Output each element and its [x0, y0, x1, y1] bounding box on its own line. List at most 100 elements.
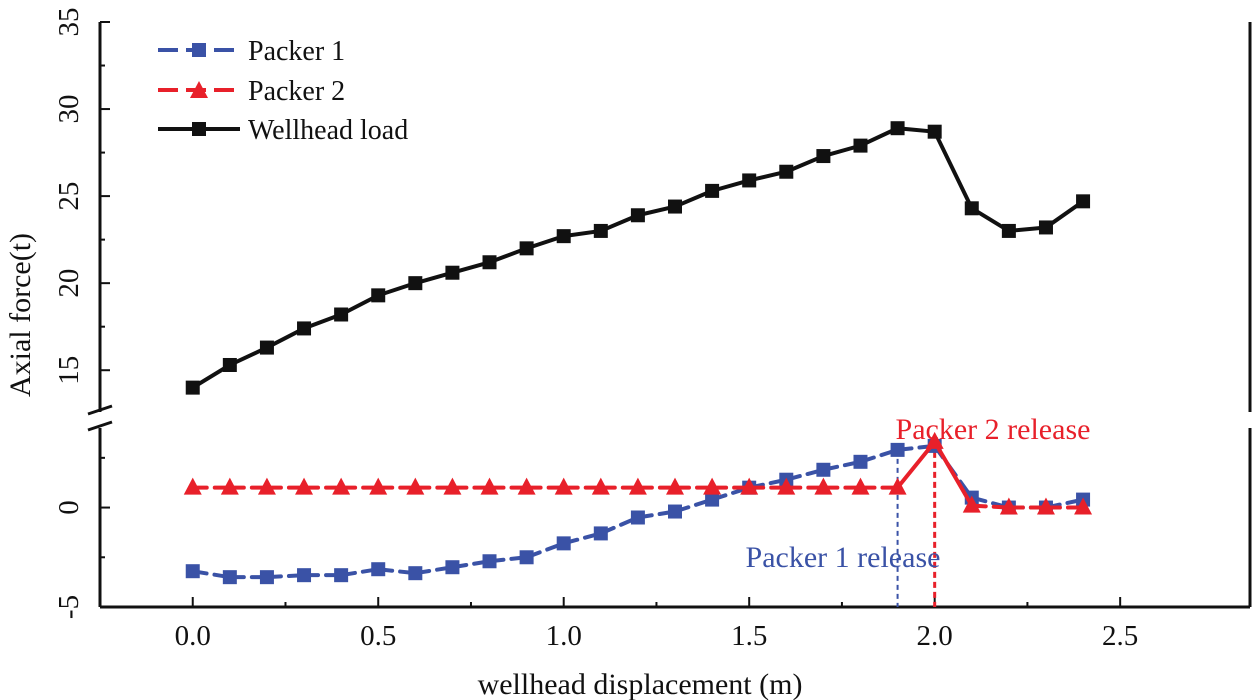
data-point-marker: [1076, 194, 1091, 209]
data-point-marker: [443, 477, 462, 495]
series-line-segment: [932, 129, 974, 211]
data-point-marker: [519, 241, 534, 256]
legend-square-marker: [192, 122, 206, 136]
data-point-marker: [668, 504, 682, 519]
data-point-marker: [925, 431, 944, 449]
data-point-marker: [334, 568, 349, 583]
data-point-marker: [666, 477, 684, 495]
legend-triangle-marker: [190, 81, 208, 98]
data-point-marker: [185, 380, 200, 395]
data-series: [183, 121, 1093, 585]
x-tick-label: 1.5: [731, 620, 767, 652]
data-point-marker: [406, 477, 425, 495]
data-point-marker: [851, 477, 870, 495]
axis-ticks: 0.0 0.5 1.0 1.5 2.0 2.5 15 20 25 30 35 -5 0: [53, 8, 1138, 653]
data-point-marker: [482, 255, 497, 270]
data-point-marker: [630, 208, 645, 223]
data-point-marker: [853, 138, 868, 153]
legend-label: Packer 1: [248, 36, 345, 67]
data-point-marker: [890, 121, 905, 136]
data-point-marker: [295, 477, 314, 495]
legend-item-packer-2: Packer 2: [158, 76, 345, 107]
y-tick-label: -5: [53, 595, 85, 619]
y-tick-label: 25: [53, 182, 85, 211]
y-tick-label: 15: [53, 356, 85, 385]
data-point-marker: [222, 357, 237, 372]
x-tick-label: 0.5: [360, 620, 396, 652]
data-point-marker: [371, 288, 386, 303]
data-point-marker: [816, 462, 831, 477]
y-tick-label: 30: [53, 95, 85, 124]
data-point-marker: [630, 510, 645, 525]
data-point-marker: [814, 477, 833, 495]
legend-square-marker: [192, 43, 206, 57]
data-point-marker: [408, 276, 423, 291]
data-point-marker: [668, 199, 682, 214]
data-point-marker: [593, 526, 608, 541]
plot-frame: [87, 22, 1252, 609]
data-point-marker: [740, 477, 759, 495]
data-point-marker: [703, 477, 722, 495]
data-point-marker: [222, 570, 237, 585]
data-point-marker: [259, 340, 274, 355]
data-point-marker: [480, 477, 499, 495]
y-tick-label: 0: [53, 500, 85, 515]
release-guides: [896, 441, 937, 607]
axis-break-mark: [87, 404, 113, 416]
data-point-marker: [334, 307, 349, 322]
series-line-segment: [932, 439, 974, 508]
series-line-segment: [895, 439, 937, 490]
data-point-marker: [705, 492, 720, 507]
y-tick-label: 20: [53, 269, 85, 298]
data-point-marker: [556, 229, 571, 244]
data-point-marker: [369, 477, 388, 495]
legend-label: Packer 2: [248, 76, 345, 107]
data-point-marker: [220, 477, 239, 495]
data-point-marker: [777, 477, 796, 495]
data-point-marker: [297, 321, 312, 336]
y-axis-label: Axial force(t): [4, 233, 37, 397]
data-point-marker: [593, 223, 608, 238]
data-point-marker: [445, 560, 460, 575]
data-point-marker: [554, 477, 573, 495]
data-point-marker: [816, 149, 831, 164]
packer-1-release-annotation: Packer 1 release: [746, 541, 941, 574]
legend-label: Wellhead load: [248, 115, 408, 146]
legend-item-packer-1: Packer 1: [158, 36, 345, 67]
data-point-marker: [628, 477, 647, 495]
x-tick-label: 0.0: [175, 620, 211, 652]
data-point-marker: [927, 124, 942, 139]
data-point-marker: [1074, 497, 1093, 515]
data-point-marker: [482, 554, 497, 569]
data-point-marker: [297, 568, 312, 583]
series-packer-1: [185, 438, 1091, 585]
legend: Packer 1 Packer 2 Wellhead load: [158, 36, 408, 146]
data-point-marker: [185, 564, 200, 579]
data-point-marker: [962, 495, 981, 513]
x-axis-label: wellhead displacement (m): [478, 668, 803, 700]
data-point-marker: [591, 477, 610, 495]
data-point-marker: [445, 265, 460, 280]
data-point-marker: [888, 477, 907, 495]
x-tick-label: 2.5: [1102, 620, 1138, 652]
x-tick-label: 2.0: [917, 620, 953, 652]
data-point-marker: [1038, 220, 1053, 235]
data-point-marker: [890, 442, 905, 457]
data-point-marker: [257, 477, 276, 495]
y-tick-label: 35: [53, 8, 85, 37]
data-point-marker: [742, 173, 757, 188]
series-line-segment: [969, 503, 1011, 510]
data-point-marker: [183, 477, 202, 495]
data-point-marker: [1001, 223, 1016, 238]
data-point-marker: [519, 550, 534, 565]
series-wellhead-load: [185, 121, 1091, 395]
data-point-marker: [853, 454, 868, 469]
data-point-marker: [259, 570, 274, 585]
packer-2-release-annotation: Packer 2 release: [896, 413, 1091, 446]
data-point-marker: [517, 477, 536, 495]
x-tick-label: 1.0: [546, 620, 582, 652]
data-point-marker: [1036, 497, 1055, 515]
legend-item-wellhead-load: Wellhead load: [158, 115, 408, 146]
